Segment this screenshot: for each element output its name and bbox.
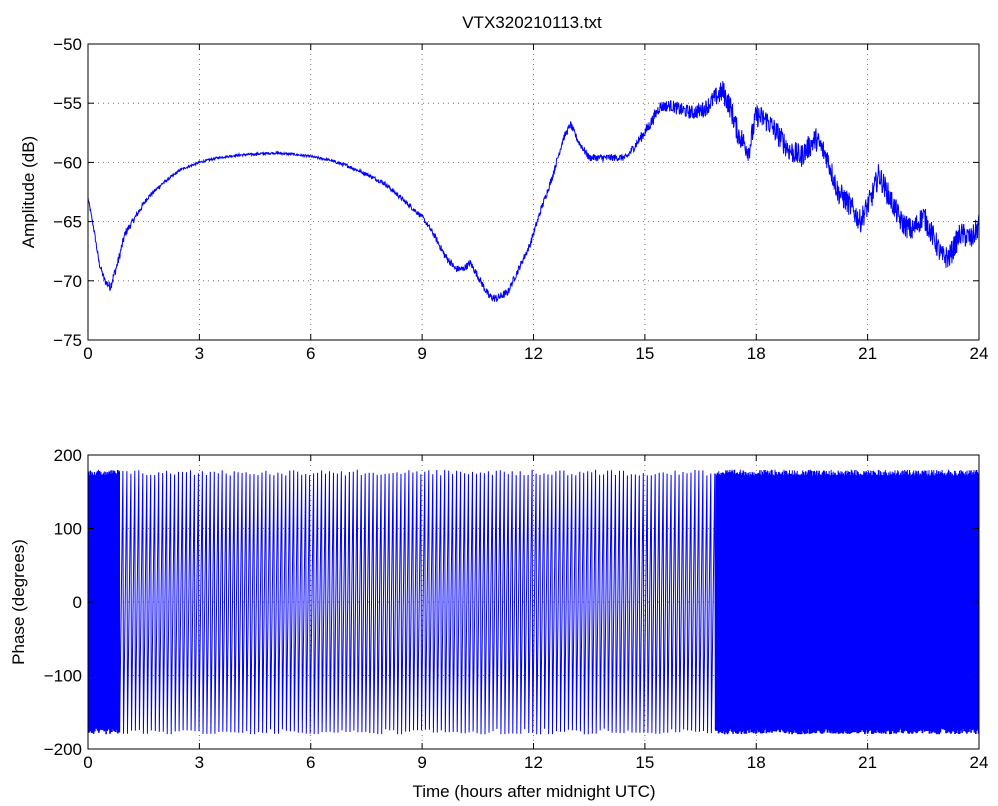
x-tick-label: 21 — [858, 753, 877, 772]
y-tick-label: −55 — [53, 94, 82, 113]
phase-y-axis-label: Phase (degrees) — [9, 539, 28, 665]
y-tick-label: −50 — [53, 35, 82, 54]
y-tick-label: 0 — [73, 593, 82, 612]
y-tick-label: 200 — [54, 446, 82, 465]
amplitude-series — [88, 80, 979, 302]
phase-line-segment — [714, 469, 979, 735]
x-tick-label: 12 — [524, 753, 543, 772]
x-tick-label: 15 — [635, 753, 654, 772]
x-tick-label: 12 — [524, 344, 543, 363]
x-tick-label: 6 — [306, 753, 315, 772]
x-tick-label: 0 — [83, 753, 92, 772]
x-tick-label: 9 — [417, 344, 426, 363]
y-tick-label: 100 — [54, 520, 82, 539]
amplitude-ticks: 0 3 6 9 12 15 18 21 24 −75 −70 −65 −60 −55 −50 — [53, 35, 988, 363]
x-tick-label: 18 — [747, 753, 766, 772]
x-tick-label: 0 — [83, 344, 92, 363]
phase-line-segment — [88, 469, 121, 735]
amplitude-grid — [88, 44, 979, 340]
phase-x-axis-label: Time (hours after midnight UTC) — [412, 782, 655, 801]
phase-series — [88, 469, 979, 735]
x-tick-label: 24 — [970, 753, 989, 772]
x-tick-label: 3 — [195, 344, 204, 363]
x-tick-label: 6 — [306, 344, 315, 363]
phase-chart: 0 3 6 9 12 15 18 21 24 −200 −100 0 100 200 Phase (deg… — [9, 446, 988, 801]
amplitude-plot-area — [88, 44, 979, 340]
x-tick-label: 15 — [635, 344, 654, 363]
phase-line-segment — [119, 469, 716, 735]
amplitude-chart: 0 3 6 9 12 15 18 21 24 −75 −70 −65 −60 −55 −50 Amplitu… — [19, 35, 988, 363]
y-tick-label: −70 — [53, 272, 82, 291]
y-tick-label: −200 — [44, 740, 82, 759]
x-tick-label: 3 — [195, 753, 204, 772]
x-tick-label: 24 — [970, 344, 989, 363]
amplitude-y-axis-label: Amplitude (dB) — [19, 136, 38, 248]
y-tick-label: −75 — [53, 331, 82, 350]
figure-title: VTX320210113.txt — [462, 13, 602, 32]
x-tick-label: 21 — [858, 344, 877, 363]
y-tick-label: −60 — [53, 153, 82, 172]
x-tick-label: 18 — [747, 344, 766, 363]
phase-ticks: 0 3 6 9 12 15 18 21 24 −200 −100 0 100 200 — [44, 446, 989, 772]
x-tick-label: 9 — [417, 753, 426, 772]
amplitude-line — [88, 80, 979, 302]
y-tick-label: −100 — [44, 667, 82, 686]
y-tick-label: −65 — [53, 213, 82, 232]
